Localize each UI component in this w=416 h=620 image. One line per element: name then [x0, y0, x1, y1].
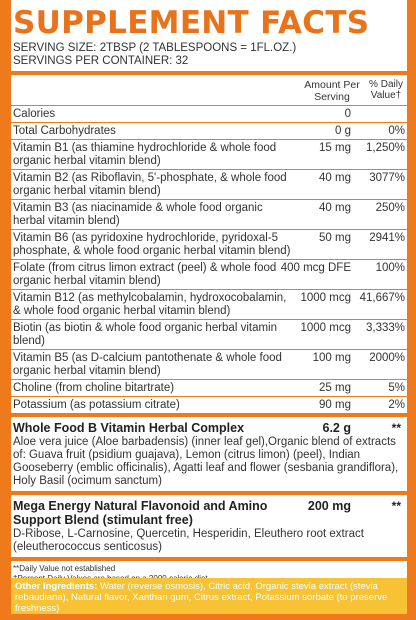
nutrient-daily-value: 250% [375, 202, 405, 214]
nutrient-amount: 50 mg [319, 232, 351, 244]
blend-daily-value: ** [391, 421, 401, 435]
nutrient-daily-value: 41,667% [359, 292, 405, 304]
other-ingredients-text: Water (reverse osmosis), Citric acid, Or… [15, 581, 388, 614]
nutrient-name: Vitamin B5 (as D-calcium pantothenate & … [13, 352, 282, 377]
nutrient-name: Vitamin B2 (as Riboflavin, 5'-phosphate,… [13, 172, 287, 197]
nutrient-row: Biotin (as biotin & whole food organic h… [11, 319, 407, 349]
nutrient-amount: 90 mg [319, 399, 351, 411]
nutrient-name: Total Carbohydrates [13, 125, 116, 137]
nutrient-row: Vitamin B6 (as pyridoxine hydrochloride,… [11, 229, 407, 259]
thick-divider [11, 71, 407, 75]
nutrient-name: Vitamin B12 (as methylcobalamin, hydroxo… [13, 292, 287, 317]
nutrient-name: Folate (from citrus limon extract (peel)… [13, 262, 277, 287]
other-ingredients: Other Ingredients: Water (reverse osmosi… [11, 578, 407, 614]
nutrient-amount: 1000 mcg [300, 322, 351, 334]
nutrient-name: Vitamin B6 (as pyridoxine hydrochloride,… [13, 232, 291, 257]
thick-divider [11, 557, 407, 561]
nutrient-name: Biotin (as biotin & whole food organic h… [13, 322, 278, 347]
nutrient-daily-value: 2000% [369, 352, 405, 364]
nutrient-amount: 0 [344, 108, 351, 120]
supplement-facts-panel: SUPPLEMENT FACTS SERVING SIZE: 2TBSP (2 … [11, 0, 407, 614]
servings-per-container: SERVINGS PER CONTAINER: 32 [13, 55, 189, 67]
nutrient-daily-value: 1,250% [365, 142, 405, 154]
amount-header: Amount Per Serving [304, 79, 360, 103]
nutrient-daily-value: 2941% [369, 232, 405, 244]
nutrient-rows: Calories 0 Total Carbohydrates 0 g 0% Vitamin… [11, 105, 407, 413]
nutrient-amount: 40 mg [319, 172, 351, 184]
nutrient-row: Potassium (as potassium citrate) 90 mg 2% [11, 396, 407, 413]
nutrient-row: Vitamin B12 (as methylcobalamin, hydroxo… [11, 289, 407, 319]
nutrient-row: Vitamin B1 (as thiamine hydrochloride & … [11, 139, 407, 169]
nutrient-amount: 1000 mcg [300, 292, 351, 304]
nutrient-row: Vitamin B3 (as niacinamide & whole food … [11, 199, 407, 229]
nutrient-amount: 100 mg [312, 352, 351, 364]
nutrient-amount: 25 mg [319, 382, 351, 394]
blend-daily-value: ** [391, 499, 401, 513]
column-header: Amount Per Serving % Daily Value† [11, 75, 407, 105]
thick-divider [11, 413, 407, 417]
nutrient-amount: 0 g [335, 125, 351, 137]
blend-title: Whole Food B Vitamin Herbal Complex [13, 421, 245, 435]
nutrient-daily-value: 3077% [369, 172, 405, 184]
nutrient-daily-value: 5% [388, 382, 405, 394]
blend-description: Aloe vera juice (Aloe barbadensis) (inne… [13, 436, 399, 487]
nutrient-row: Vitamin B5 (as D-calcium pantothenate & … [11, 349, 407, 379]
energy-blend: Mega Energy Natural Flavonoid and Amino … [11, 495, 407, 557]
blend-amount: 6.2 g [322, 421, 352, 435]
nutrient-amount: 40 mg [319, 202, 351, 214]
other-ingredients-label: Other Ingredients: [15, 581, 98, 592]
nutrient-row: Vitamin B2 (as Riboflavin, 5'-phosphate,… [11, 169, 407, 199]
blend-title: Mega Energy Natural Flavonoid and Amino … [13, 499, 268, 527]
nutrient-name: Choline (from choline bitartrate) [13, 382, 175, 394]
nutrient-daily-value: 100% [375, 262, 405, 274]
panel-title: SUPPLEMENT FACTS [13, 5, 370, 41]
nutrient-row: Total Carbohydrates 0 g 0% [11, 122, 407, 139]
daily-value-header: % Daily Value† [369, 79, 403, 101]
serving-size: SERVING SIZE: 2TBSP (2 TABLESPOONS = 1FL… [13, 42, 297, 54]
thick-divider [11, 491, 407, 495]
nutrient-row: Choline (from choline bitartrate) 25 mg 5% [11, 379, 407, 396]
nutrient-name: Vitamin B1 (as thiamine hydrochloride & … [13, 142, 277, 167]
nutrient-daily-value: 3,333% [365, 322, 405, 334]
blend-amount: 200 mg [307, 499, 351, 513]
nutrient-amount: 400 mcg DFE [280, 262, 351, 274]
footnote-daily-value: **Daily Value not established [13, 564, 116, 573]
nutrient-daily-value: 0% [388, 125, 405, 137]
blend-description: D-Ribose, L-Carnosine, Quercetin, Hesper… [13, 528, 364, 553]
nutrient-name: Potassium (as potassium citrate) [13, 399, 180, 411]
nutrient-row: Calories 0 [11, 105, 407, 122]
b-vitamin-complex: Whole Food B Vitamin Herbal Complex 6.2 … [11, 417, 407, 491]
nutrient-daily-value: 2% [388, 399, 405, 411]
nutrient-row: Folate (from citrus limon extract (peel)… [11, 259, 407, 289]
nutrient-amount: 15 mg [319, 142, 351, 154]
nutrient-name: Vitamin B3 (as niacinamide & whole food … [13, 202, 263, 227]
nutrient-name: Calories [13, 108, 56, 120]
